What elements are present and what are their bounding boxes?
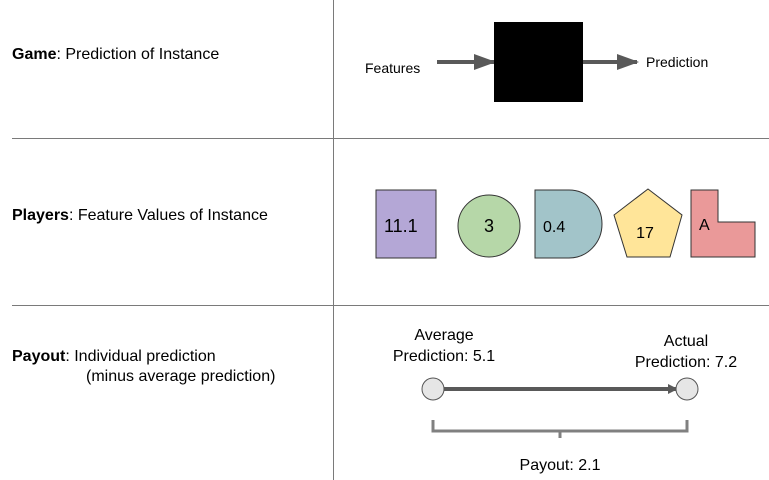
payout-label-line2: (minus average prediction) [86, 368, 276, 385]
players-row-label: Players: Feature Values of Instance [12, 206, 268, 226]
player-pentagon-value: 17 [636, 225, 654, 242]
game-label-bold: Game [12, 46, 57, 63]
actual-prediction-node [675, 377, 699, 401]
players-label-bold: Players [12, 207, 69, 224]
player-d-shape-value: 0.4 [543, 219, 565, 236]
players-label-text: : Feature Values of Instance [68, 207, 268, 224]
average-label-line1: Average [414, 327, 473, 344]
column-divider [333, 0, 334, 480]
game-label-text: : Prediction of Instance [56, 46, 220, 63]
payout-label-bold: Payout [12, 348, 66, 365]
payout-row-label: Payout: Individual prediction (minus ave… [12, 347, 275, 387]
actual-label-line2: Prediction: 7.2 [635, 354, 737, 371]
row-divider-2 [12, 305, 769, 306]
player-circle: 3 [457, 194, 521, 258]
payout-label-text: : Individual prediction [65, 348, 216, 365]
player-d-shape: 0.4 [534, 189, 603, 259]
player-l-shape: A [690, 189, 756, 258]
row-divider-1 [12, 138, 769, 139]
features-label: Features [365, 60, 420, 76]
player-square-value: 11.1 [384, 216, 418, 236]
player-circle-value: 3 [484, 216, 494, 236]
black-box-model [494, 22, 583, 102]
average-label-line2: Prediction: 5.1 [393, 348, 495, 365]
actual-label-line1: Actual [664, 333, 708, 350]
player-square: 11.1 [375, 189, 437, 259]
payout-bracket [431, 420, 689, 438]
game-row-label: Game: Prediction of Instance [12, 45, 219, 65]
average-prediction-node [421, 377, 445, 401]
payout-value-label: Payout: 2.1 [520, 457, 601, 474]
player-pentagon: 17 [613, 188, 683, 258]
player-l-shape-value: A [699, 217, 710, 234]
prediction-label: Prediction [646, 54, 708, 70]
